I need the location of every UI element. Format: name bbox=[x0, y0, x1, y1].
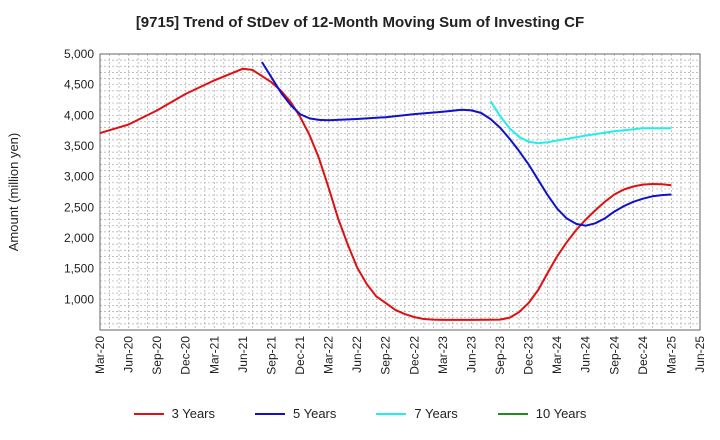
y-tick-label: 4,000 bbox=[64, 108, 94, 122]
legend-item-7-years: 7 Years bbox=[376, 406, 458, 421]
x-tick-label: Sep-22 bbox=[379, 336, 393, 375]
legend-swatch bbox=[255, 412, 285, 415]
x-tick-label: Jun-20 bbox=[122, 336, 136, 373]
y-tick-label: 4,500 bbox=[64, 78, 94, 92]
x-tick-label: Mar-25 bbox=[664, 336, 678, 374]
x-tick-label: Sep-24 bbox=[607, 336, 621, 375]
series-line-5-years bbox=[261, 61, 672, 227]
legend-label: 10 Years bbox=[535, 406, 587, 421]
series-lines bbox=[99, 61, 672, 321]
y-axis: 1,000 1,500 2,000 2,500 3,000 3,500 4,000 4,500… bbox=[64, 47, 94, 306]
x-tick-label: Jun-24 bbox=[579, 336, 593, 373]
y-axis-label: Amount (million yen) bbox=[6, 133, 21, 252]
x-tick-label: Jun-23 bbox=[464, 336, 478, 373]
legend-label: 3 Years bbox=[171, 406, 215, 421]
y-tick-label: 2,500 bbox=[64, 200, 94, 214]
x-tick-label: Mar-21 bbox=[207, 336, 221, 374]
y-tick-label: 1,000 bbox=[64, 292, 94, 306]
x-tick-label: Mar-24 bbox=[550, 336, 564, 374]
x-tick-label: Jun-21 bbox=[236, 336, 250, 373]
x-tick-label: Jun-22 bbox=[350, 336, 364, 373]
legend-swatch bbox=[497, 412, 528, 415]
legend-item-10-years: 10 Years bbox=[497, 406, 587, 421]
x-tick-label: Mar-20 bbox=[93, 336, 107, 374]
y-tick-label: 1,500 bbox=[64, 262, 94, 276]
y-tick-label: 2,000 bbox=[64, 231, 94, 245]
x-tick-label: Sep-21 bbox=[264, 336, 278, 375]
legend-label: 7 Years bbox=[414, 406, 458, 421]
legend: 3 Years 5 Years 7 Years 10 Years bbox=[0, 406, 720, 421]
x-tick-label: Mar-22 bbox=[322, 336, 336, 374]
legend-item-3-years: 3 Years bbox=[133, 406, 215, 421]
y-tick-label: 3,500 bbox=[64, 139, 94, 153]
x-tick-label: Sep-23 bbox=[493, 336, 507, 375]
chart-title: [9715] Trend of StDev of 12-Month Moving… bbox=[135, 14, 585, 31]
legend-swatch bbox=[376, 412, 407, 415]
x-axis: Mar-20 Jun-20 Sep-20 Dec-20 Mar-21 Jun-21 Sep-… bbox=[93, 336, 707, 375]
x-tick-label: Sep-20 bbox=[150, 336, 164, 375]
x-tick-label: Dec-22 bbox=[407, 336, 421, 375]
x-tick-label: Dec-20 bbox=[179, 336, 193, 375]
x-tick-label: Dec-24 bbox=[636, 336, 650, 375]
x-tick-label: Mar-23 bbox=[436, 336, 450, 374]
plot-area bbox=[99, 53, 701, 331]
legend-label: 5 Years bbox=[293, 406, 337, 421]
x-tick-label: Jun-25 bbox=[693, 336, 707, 373]
y-tick-label: 3,000 bbox=[64, 170, 94, 184]
legend-swatch bbox=[133, 412, 164, 415]
grid bbox=[99, 53, 701, 331]
x-tick-label: Dec-21 bbox=[293, 336, 307, 375]
series-line-7-years bbox=[489, 100, 672, 145]
legend-item-5-years: 5 Years bbox=[255, 406, 336, 421]
y-tick-label: 5,000 bbox=[64, 47, 94, 61]
x-tick-label: Dec-23 bbox=[522, 336, 536, 375]
